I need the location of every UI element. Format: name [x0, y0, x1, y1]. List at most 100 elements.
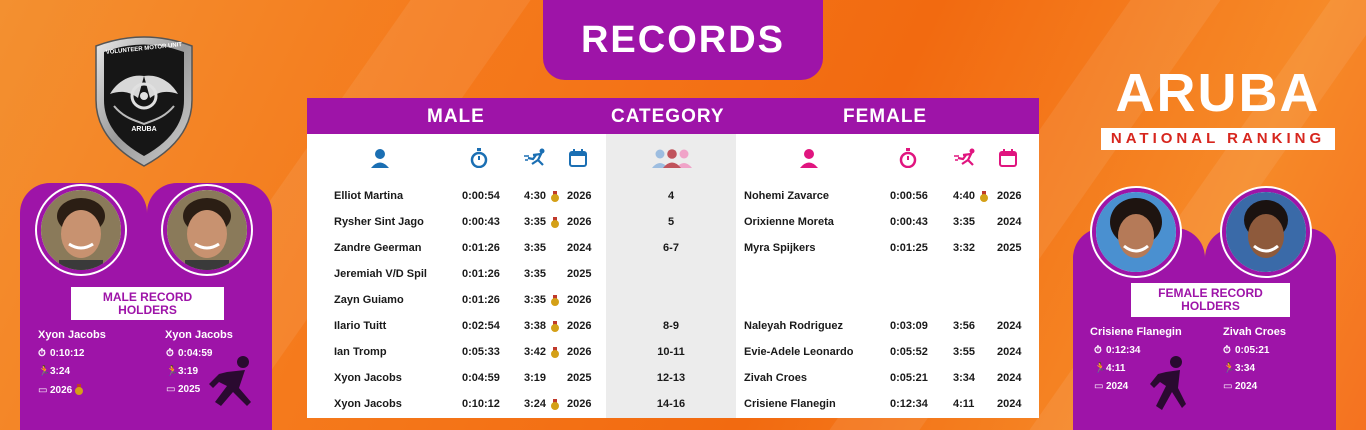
female-time-cell: 0:05:21 — [890, 372, 928, 384]
runner-icon: 🏃 — [1094, 363, 1107, 374]
male-pace-cell: 3:42 — [524, 346, 547, 358]
female-time-cell: 0:01:25 — [890, 242, 928, 254]
male-pace-cell: 3:24 — [524, 398, 547, 410]
holder-year: ▭ 2024 — [1094, 381, 1129, 392]
holder-name: Xyon Jacobs — [38, 329, 106, 341]
female-pace-cell: 3:32 — [953, 242, 976, 254]
header-male: MALE — [427, 106, 485, 127]
aruba-title: ARUBA — [1115, 63, 1321, 123]
holder-pace: 🏃3:24 — [38, 366, 71, 377]
male-year-cell: 2026 — [567, 320, 592, 332]
male-name-cell: Elliot Martina — [334, 190, 404, 202]
male-name-cell: Jeremiah V/D Spil — [334, 268, 427, 280]
holder-year: ▭ 2025 — [166, 384, 201, 395]
holder-time: ⏱ 0:04:59 — [166, 348, 213, 359]
holder-time: ⏱ 0:10:12 — [38, 348, 85, 359]
female-pace-cell: 3:34 — [953, 372, 976, 384]
male-time-cell: 0:10:12 — [462, 398, 500, 410]
female-pace-cell: 4:11 — [953, 398, 975, 410]
male-pace-cell: 3:38 — [524, 320, 547, 332]
holder-pace: 🏃3:19 — [166, 366, 199, 377]
medal-icon — [551, 191, 559, 202]
category-cell: 6-7 — [663, 242, 679, 254]
runner-icon: 🏃 — [1223, 363, 1236, 374]
calendar-icon-female — [999, 149, 1017, 167]
female-name-cell: Myra Spijkers — [744, 242, 816, 254]
medal-icon — [75, 384, 84, 395]
runner-icon: 🏃 — [166, 366, 179, 377]
national-ranking-banner: NATIONAL RANKING — [1101, 128, 1335, 150]
female-year-cell: 2024 — [997, 372, 1022, 384]
medal-icon — [551, 321, 559, 332]
male-time-cell: 0:01:26 — [462, 268, 500, 280]
male-year-cell: 2024 — [567, 242, 592, 254]
female-time-cell: 0:03:09 — [890, 320, 928, 332]
female-name-cell: Nohemi Zavarce — [744, 190, 829, 202]
male-name-cell: Rysher Sint Jago — [334, 216, 424, 228]
male-time-cell: 0:05:33 — [462, 346, 500, 358]
female-name-cell: Zivah Croes — [744, 372, 807, 384]
female-time-cell: 0:05:52 — [890, 346, 928, 358]
female-year-cell: 2024 — [997, 320, 1022, 332]
female-pace-cell: 3:35 — [953, 216, 976, 228]
category-cell: 5 — [667, 216, 675, 228]
female-record-holders-label: FEMALE RECORD HOLDERS — [1131, 283, 1290, 317]
female-pace-cell: 3:55 — [953, 346, 976, 358]
male-time-cell: 0:02:54 — [462, 320, 500, 332]
page-title: RECORDS — [543, 0, 823, 80]
stopwatch-icon: ⏱ — [38, 348, 46, 359]
holder-time: ⏱ 0:12:34 — [1094, 345, 1141, 356]
male-pace-cell: 3:35 — [524, 268, 547, 280]
stopwatch-icon: ⏱ — [166, 348, 174, 359]
female-time-cell: 0:12:34 — [890, 398, 928, 410]
avatar — [1222, 188, 1310, 276]
female-name-cell: Crisiene Flanegin — [744, 398, 836, 410]
category-cell: 10-11 — [657, 346, 685, 358]
runner-icon: 🏃 — [38, 366, 51, 377]
male-time-cell: 0:04:59 — [462, 372, 500, 384]
person-icon-female — [800, 149, 818, 168]
calendar-icon: ▭ — [38, 385, 48, 396]
male-time-cell: 0:01:26 — [462, 294, 500, 306]
category-cell: 12-13 — [656, 372, 686, 384]
female-year-cell: 2025 — [997, 242, 1022, 254]
holder-year: ▭ 2024 — [1223, 381, 1258, 392]
table-header: MALE CATEGORY FEMALE — [307, 98, 1039, 134]
records-table: MALE CATEGORY FEMALE Elliot Martina 0:00:… — [307, 98, 1039, 418]
calendar-icon — [569, 149, 587, 167]
calendar-icon: ▭ — [1094, 381, 1104, 392]
calendar-icon: ▭ — [1223, 381, 1233, 392]
male-year-cell: 2026 — [567, 216, 592, 228]
category-cell: 8-9 — [663, 320, 679, 332]
male-pace-cell: 3:35 — [524, 242, 547, 254]
avatar — [1092, 188, 1180, 276]
male-name-cell: Zandre Geerman — [334, 242, 422, 254]
male-year-cell: 2026 — [567, 398, 592, 410]
group-icon — [652, 149, 692, 168]
holder-name: Xyon Jacobs — [165, 329, 233, 341]
medal-icon — [551, 347, 559, 358]
male-pace-cell: 4:30 — [524, 190, 547, 202]
medal-icon — [551, 399, 559, 410]
female-year-cell: 2024 — [997, 398, 1022, 410]
holder-time: ⏱ 0:05:21 — [1223, 345, 1270, 356]
male-name-cell: Xyon Jacobs — [334, 372, 402, 384]
male-name-cell: Zayn Guiamo — [334, 294, 404, 306]
female-time-cell: 0:00:56 — [890, 190, 928, 202]
female-pace-cell: 4:40 — [953, 190, 976, 202]
female-time-cell: 0:00:43 — [890, 216, 928, 228]
category-cell: 14-16 — [656, 398, 686, 410]
category-cell: 4 — [667, 190, 675, 202]
male-pace-cell: 3:35 — [524, 216, 547, 228]
male-time-cell: 0:00:43 — [462, 216, 500, 228]
stopwatch-icon: ⏱ — [1094, 345, 1102, 356]
male-time-cell: 0:00:54 — [462, 190, 500, 202]
male-record-holders-label: MALE RECORD HOLDERS — [71, 287, 224, 320]
male-year-cell: 2026 — [567, 294, 592, 306]
male-name-cell: Ian Tromp — [334, 346, 387, 358]
holder-year: ▭ 2026 — [38, 384, 86, 396]
runner-silhouette-icon — [209, 356, 251, 406]
male-name-cell: Ilario Tuitt — [334, 320, 387, 332]
male-pace-cell: 3:35 — [524, 294, 547, 306]
female-year-cell: 2024 — [997, 216, 1022, 228]
